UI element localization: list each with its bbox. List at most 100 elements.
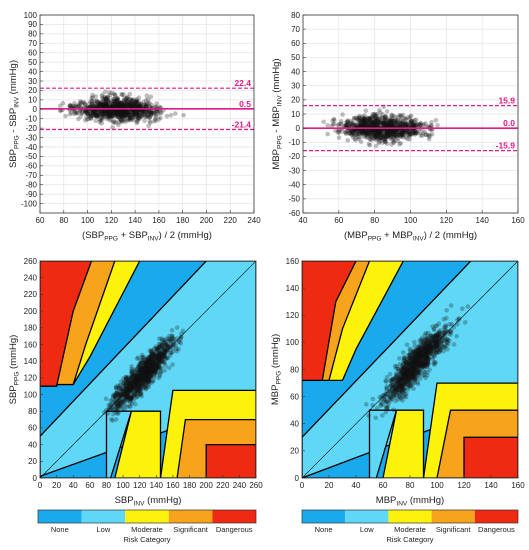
risk-zone-dangerous [205, 443, 256, 478]
data-point [149, 368, 154, 373]
data-point [395, 366, 401, 372]
data-point [143, 363, 149, 368]
data-point [133, 375, 138, 381]
data-point [158, 345, 164, 351]
data-point [134, 376, 139, 381]
data-point [404, 361, 409, 367]
data-point [124, 392, 129, 398]
data-point [414, 122, 420, 127]
data-point [442, 330, 447, 336]
data-point [116, 110, 121, 115]
data-point [147, 114, 152, 120]
data-point [125, 110, 131, 115]
data-point [375, 130, 381, 135]
data-point [149, 359, 155, 365]
data-point [351, 131, 357, 136]
data-point [118, 117, 124, 123]
data-point [398, 388, 403, 394]
data-point [149, 350, 154, 355]
data-point [406, 129, 412, 135]
data-point [131, 102, 137, 108]
data-point [165, 343, 170, 349]
data-point [380, 115, 386, 121]
data-point [401, 387, 407, 393]
data-point [156, 363, 162, 368]
data-point [145, 361, 150, 367]
data-point [117, 392, 123, 397]
data-point [112, 100, 117, 105]
data-point [132, 374, 137, 380]
data-point [359, 119, 365, 125]
data-point [147, 368, 153, 374]
data-point [134, 109, 140, 114]
data-point [131, 110, 137, 116]
data-point [134, 374, 140, 380]
data-point [153, 361, 159, 366]
data-point [385, 131, 390, 136]
data-point [410, 376, 416, 381]
colorbar-label: Significant [436, 525, 472, 534]
data-point [120, 112, 126, 118]
lower-loa-label: -15.9 [496, 141, 516, 151]
data-point [146, 360, 151, 366]
data-point [145, 376, 151, 382]
data-point [113, 100, 119, 105]
data-point [106, 406, 111, 412]
data-point [390, 376, 396, 382]
data-point [127, 384, 132, 390]
data-point [107, 404, 112, 410]
data-point [146, 363, 151, 369]
data-point [144, 109, 150, 114]
data-point [386, 122, 392, 127]
data-point [418, 353, 424, 358]
data-point [364, 115, 370, 120]
data-point [145, 374, 150, 379]
data-point [134, 379, 139, 384]
data-point [103, 99, 108, 105]
data-point [82, 102, 88, 107]
data-point [120, 383, 126, 389]
data-point [353, 115, 359, 120]
data-point [428, 123, 434, 128]
data-point [347, 131, 352, 136]
data-point [175, 336, 180, 341]
data-point [359, 123, 365, 128]
data-point [421, 353, 427, 359]
data-point [147, 362, 153, 368]
data-point [109, 90, 115, 96]
data-point [141, 109, 147, 115]
data-point [349, 130, 354, 136]
data-point [448, 303, 454, 308]
data-point [110, 109, 116, 114]
data-point [126, 101, 132, 107]
data-point [79, 109, 85, 114]
data-point [364, 118, 369, 124]
data-point [147, 365, 152, 370]
data-point [397, 121, 402, 127]
data-point [116, 397, 122, 403]
data-point [138, 365, 144, 370]
data-point [395, 122, 400, 128]
data-point [152, 358, 158, 363]
data-point [163, 342, 169, 348]
data-point [417, 376, 423, 382]
data-point [147, 363, 153, 368]
data-point [371, 119, 376, 125]
data-point [142, 368, 147, 374]
data-point [91, 103, 96, 109]
data-point [400, 384, 405, 390]
data-point [144, 366, 150, 372]
data-point [131, 108, 136, 114]
data-point [119, 119, 124, 125]
data-point [116, 101, 122, 106]
data-point [133, 382, 138, 387]
data-point [114, 97, 119, 103]
data-point [96, 100, 101, 106]
data-point [125, 392, 130, 397]
data-point [138, 113, 144, 118]
data-point [356, 136, 362, 142]
data-point [108, 402, 113, 408]
data-point [385, 130, 390, 135]
risk-zone-moderate [114, 410, 162, 478]
data-point [138, 380, 144, 386]
